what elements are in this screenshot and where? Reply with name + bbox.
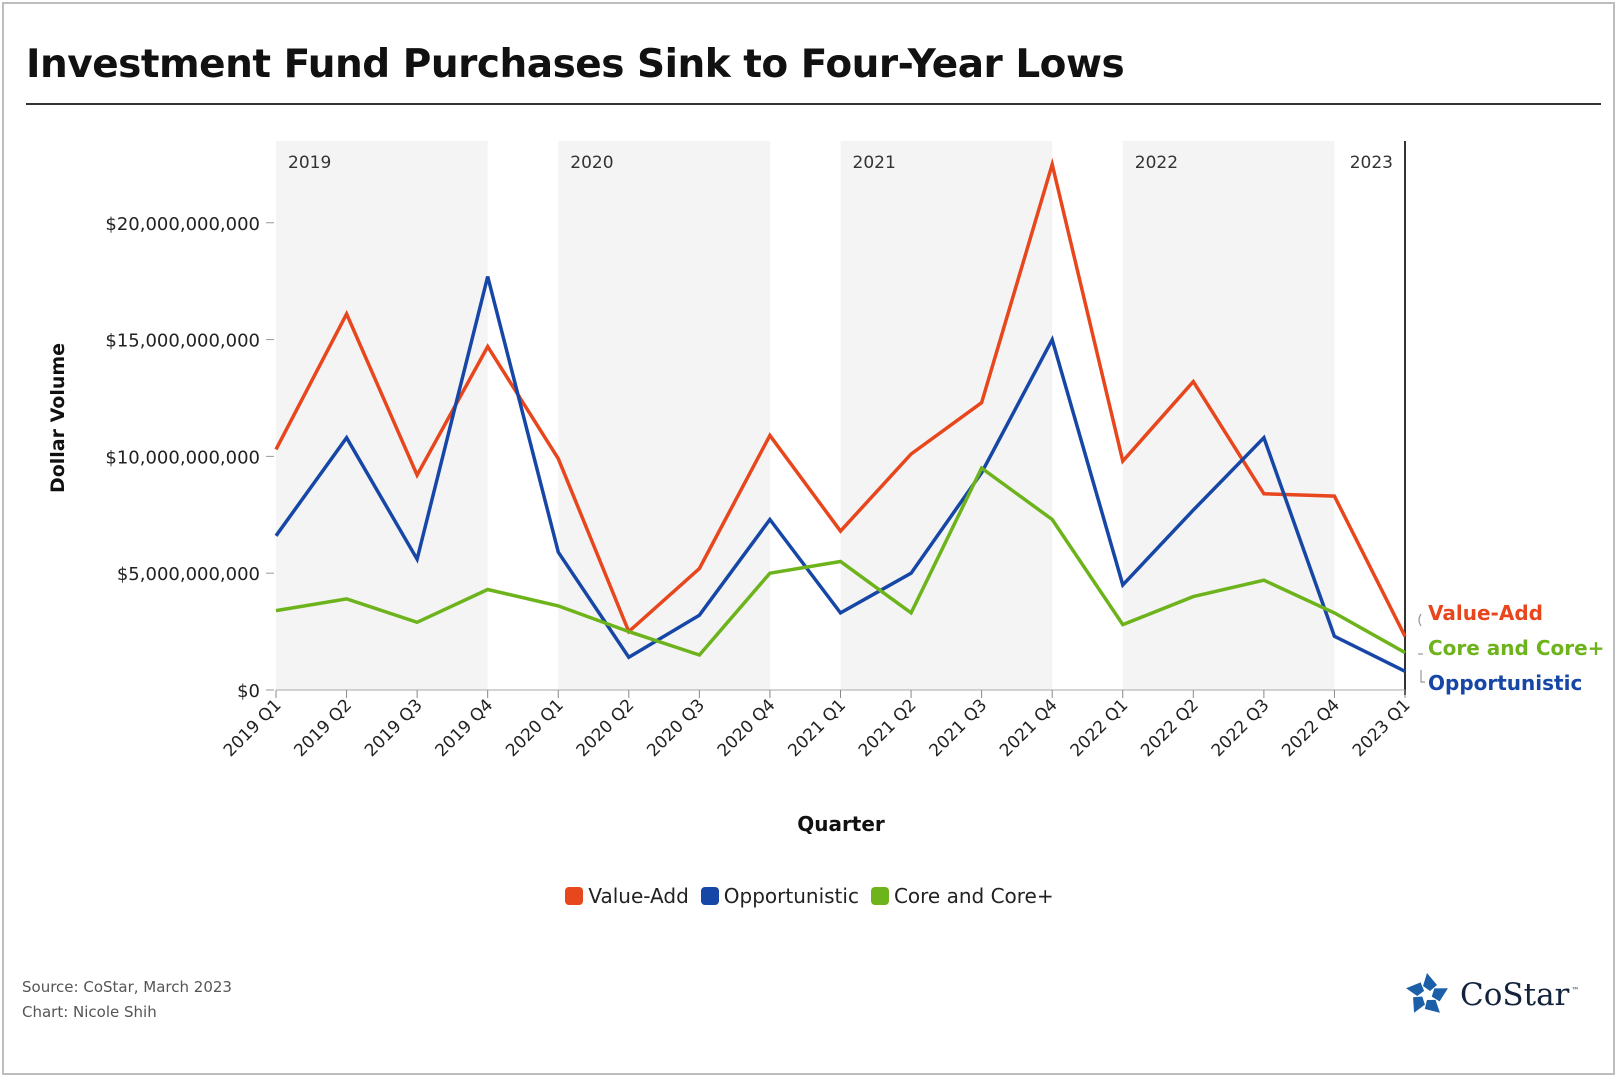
x-tick-label: 2020 Q3 — [643, 695, 709, 761]
legend-swatch — [565, 887, 584, 905]
y-tick-label: $15,000,000,000 — [105, 331, 260, 352]
logo-petal — [1431, 988, 1448, 1002]
logo-petal — [1423, 973, 1437, 991]
x-tick-label: 2019 Q2 — [290, 695, 356, 761]
series-line-core-and-core- — [275, 465, 1406, 658]
legend-item-value-add[interactable]: Value-Add — [565, 884, 689, 908]
x-tick-label: 2020 Q4 — [714, 695, 780, 761]
y-tick-label: $20,000,000,000 — [105, 214, 260, 235]
x-tick-label: 2021 Q4 — [996, 695, 1062, 761]
chart-title: Investment Fund Purchases Sink to Four-Y… — [26, 42, 1125, 87]
legend-item-opportunistic[interactable]: Opportunistic — [700, 884, 859, 908]
title-divider — [26, 103, 1601, 105]
y-tick-label: $0 — [237, 681, 260, 702]
end-labels: Value-Add Core and Core+ Opportunistic — [1418, 601, 1604, 695]
year-labels: 2019 2020 2021 2022 2023 — [288, 153, 1393, 173]
credit-note: Chart: Nicole Shih — [22, 1003, 157, 1021]
x-tick-label: 2020 Q2 — [573, 695, 639, 761]
logo-trademark: ™ — [1571, 985, 1580, 995]
legend-item-core-and-core-[interactable]: Core and Core+ — [870, 884, 1054, 908]
x-tick-label: 2021 Q2 — [855, 695, 921, 761]
year-band-2022 — [1122, 141, 1335, 690]
year-band-2021 — [840, 141, 1053, 690]
logo-text: CoStar — [1460, 977, 1570, 1013]
x-tick-label: 2022 Q3 — [1208, 695, 1274, 761]
end-label-opportunistic: Opportunistic — [1428, 671, 1582, 695]
x-axis: 2019 Q1 2019 Q2 2019 Q3 2019 Q4 2020 Q1 2020 … — [220, 689, 1415, 761]
y-tick-label: $5,000,000,000 — [117, 564, 260, 585]
end-label-connector — [1420, 670, 1425, 683]
x-tick-label: 2019 Q4 — [432, 695, 498, 761]
costar-logo: CoStar ™ — [1402, 970, 1579, 1020]
series-lines — [274, 157, 1407, 673]
y-axis: $0 $5,000,000,000 $10,000,000,000 $15,000,0… — [105, 214, 274, 702]
footer: Source: CoStar, March 2023 Chart: Nicole… — [22, 975, 232, 1025]
x-tick-label: 2023 Q1 — [1349, 695, 1415, 761]
y-tick-label: $10,000,000,000 — [105, 447, 260, 468]
x-axis-label: Quarter — [797, 812, 885, 836]
logo-petal — [1406, 982, 1425, 997]
year-label-2022: 2022 — [1135, 153, 1178, 173]
x-tick-label: 2021 Q1 — [784, 695, 850, 761]
legend-label: Value-Add — [588, 884, 689, 908]
logo-petal — [1413, 996, 1425, 1013]
x-tick-label: 2019 Q1 — [220, 695, 286, 761]
end-label-connector — [1418, 613, 1422, 627]
x-tick-label: 2021 Q3 — [925, 695, 991, 761]
x-tick-label: 2022 Q2 — [1137, 695, 1203, 761]
x-tick-label: 2020 Q1 — [502, 695, 568, 761]
logo-petal — [1424, 999, 1440, 1013]
series-line-value-add — [274, 157, 1407, 638]
year-band-2019 — [276, 141, 488, 690]
y-axis-label: Dollar Volume — [47, 343, 69, 493]
legend-swatch — [700, 887, 719, 905]
legend-label: Opportunistic — [723, 884, 859, 908]
year-label-2023: 2023 — [1350, 153, 1393, 173]
series-line-opportunistic — [274, 276, 1406, 673]
x-tick-label: 2022 Q4 — [1278, 695, 1344, 761]
costar-star-icon — [1406, 973, 1448, 1013]
source-note: Source: CoStar, March 2023 — [22, 978, 232, 996]
year-label-2019: 2019 — [288, 153, 331, 173]
year-label-2020: 2020 — [570, 153, 613, 173]
legend-label: Core and Core+ — [893, 884, 1054, 908]
legend-swatch — [870, 887, 889, 905]
end-label-value-add: Value-Add — [1428, 601, 1543, 625]
end-label-core-and-core-: Core and Core+ — [1428, 636, 1604, 660]
x-tick-label: 2022 Q1 — [1067, 695, 1133, 761]
year-label-2021: 2021 — [853, 153, 896, 173]
x-tick-label: 2019 Q3 — [361, 695, 427, 761]
legend: Value-Add Opportunistic Core and Core+ — [0, 884, 1619, 908]
